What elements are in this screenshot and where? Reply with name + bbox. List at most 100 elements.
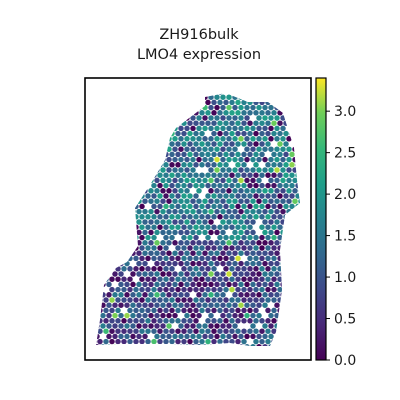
spot [211, 276, 217, 282]
spot [96, 234, 97, 241]
spot [241, 203, 247, 210]
spot [100, 115, 106, 121]
spot [145, 193, 151, 199]
spot [295, 193, 300, 199]
spot [250, 323, 256, 329]
spot [289, 182, 295, 189]
spot [163, 286, 169, 293]
spot [289, 110, 295, 116]
spot [259, 130, 265, 137]
spot [160, 188, 166, 194]
spot [100, 198, 106, 204]
colorbar-tick-label: 0.0 [334, 353, 356, 369]
spot [163, 245, 169, 251]
spot [163, 182, 169, 189]
spot [97, 93, 103, 95]
spot [124, 292, 130, 298]
spot [154, 219, 160, 225]
spot [97, 255, 103, 262]
spot [277, 338, 283, 345]
spot [145, 172, 151, 178]
spot [127, 214, 133, 220]
spot [172, 146, 178, 152]
spot [217, 286, 223, 293]
spot [199, 224, 205, 230]
spot [130, 104, 136, 111]
spot [127, 224, 133, 230]
spot [259, 214, 265, 220]
spot [106, 136, 112, 142]
spot [124, 333, 130, 340]
spot [217, 93, 223, 95]
spot [106, 302, 112, 308]
spot [208, 344, 214, 346]
spot [178, 229, 184, 236]
spot [223, 328, 229, 334]
spot [97, 120, 103, 126]
spot [295, 255, 300, 262]
spot [232, 136, 238, 142]
spot [130, 250, 136, 256]
spot [289, 203, 295, 210]
spot [214, 125, 220, 132]
spot [142, 323, 148, 329]
spot [190, 281, 196, 288]
spot [154, 136, 160, 142]
spot [112, 156, 118, 163]
spot [265, 130, 271, 137]
spot [205, 172, 211, 178]
spot [196, 198, 202, 204]
spot [271, 266, 277, 272]
spot [208, 260, 214, 267]
spot [223, 338, 229, 345]
spot [160, 271, 166, 277]
spot [100, 271, 106, 277]
spot [154, 250, 160, 256]
spot [220, 208, 226, 215]
spot [205, 338, 211, 345]
spot [202, 323, 208, 329]
spot [256, 156, 262, 163]
spot [100, 167, 106, 173]
spot [247, 99, 253, 106]
spot [160, 104, 166, 111]
spot [274, 260, 280, 267]
spot [208, 229, 214, 236]
spot [223, 276, 229, 282]
spot [142, 94, 148, 100]
spot [196, 208, 202, 215]
spot [130, 302, 136, 308]
spot [145, 130, 151, 137]
spot [115, 245, 121, 251]
spot [118, 302, 124, 308]
spot [181, 99, 187, 106]
spot [130, 156, 136, 163]
spot [148, 292, 154, 298]
spot [292, 240, 298, 246]
spot [145, 120, 151, 126]
spot [274, 250, 280, 256]
spot [256, 271, 262, 277]
spot [106, 146, 112, 152]
spot [109, 307, 115, 314]
spot [238, 333, 244, 340]
spot [238, 271, 244, 277]
spot [181, 328, 187, 334]
spot [145, 328, 151, 334]
spot [169, 338, 175, 345]
spot [271, 286, 277, 293]
spot [157, 318, 163, 324]
spot [196, 292, 202, 298]
spot [96, 333, 100, 340]
spot [250, 260, 256, 267]
spot [166, 333, 172, 340]
spot [184, 250, 190, 256]
spot [250, 292, 256, 298]
colorbar-tick-label: 3.0 [334, 104, 356, 120]
spot [103, 182, 109, 189]
spot [166, 146, 172, 152]
spot [199, 307, 205, 314]
spot [148, 125, 154, 132]
spot [283, 266, 289, 272]
spot [280, 302, 286, 308]
